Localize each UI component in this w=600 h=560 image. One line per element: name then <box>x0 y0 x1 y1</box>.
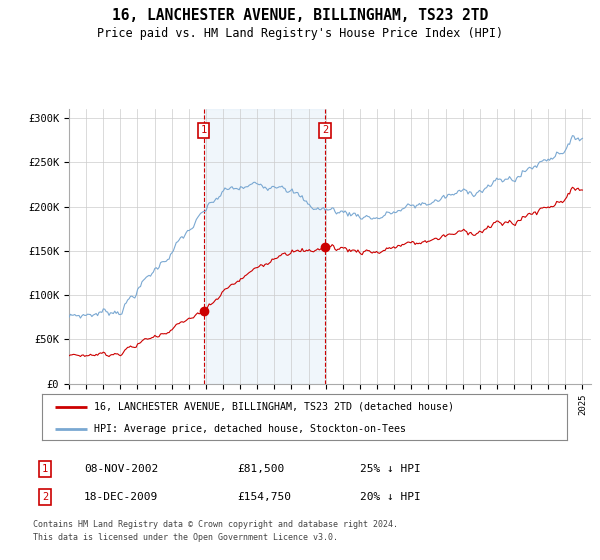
Text: 16, LANCHESTER AVENUE, BILLINGHAM, TS23 2TD: 16, LANCHESTER AVENUE, BILLINGHAM, TS23 … <box>112 8 488 24</box>
Text: This data is licensed under the Open Government Licence v3.0.: This data is licensed under the Open Gov… <box>33 533 338 542</box>
Text: Price paid vs. HM Land Registry's House Price Index (HPI): Price paid vs. HM Land Registry's House … <box>97 27 503 40</box>
Text: 25% ↓ HPI: 25% ↓ HPI <box>360 464 421 474</box>
Text: 1: 1 <box>200 125 206 136</box>
Text: 16, LANCHESTER AVENUE, BILLINGHAM, TS23 2TD (detached house): 16, LANCHESTER AVENUE, BILLINGHAM, TS23 … <box>95 402 455 412</box>
Text: 1: 1 <box>42 464 48 474</box>
Text: 18-DEC-2009: 18-DEC-2009 <box>84 492 158 502</box>
Text: HPI: Average price, detached house, Stockton-on-Tees: HPI: Average price, detached house, Stoc… <box>95 424 407 435</box>
Bar <box>203 109 325 384</box>
Text: 08-NOV-2002: 08-NOV-2002 <box>84 464 158 474</box>
Text: 2: 2 <box>322 125 328 136</box>
Text: 20% ↓ HPI: 20% ↓ HPI <box>360 492 421 502</box>
Text: £81,500: £81,500 <box>237 464 284 474</box>
Text: Contains HM Land Registry data © Crown copyright and database right 2024.: Contains HM Land Registry data © Crown c… <box>33 520 398 529</box>
Text: 2: 2 <box>42 492 48 502</box>
Text: £154,750: £154,750 <box>237 492 291 502</box>
